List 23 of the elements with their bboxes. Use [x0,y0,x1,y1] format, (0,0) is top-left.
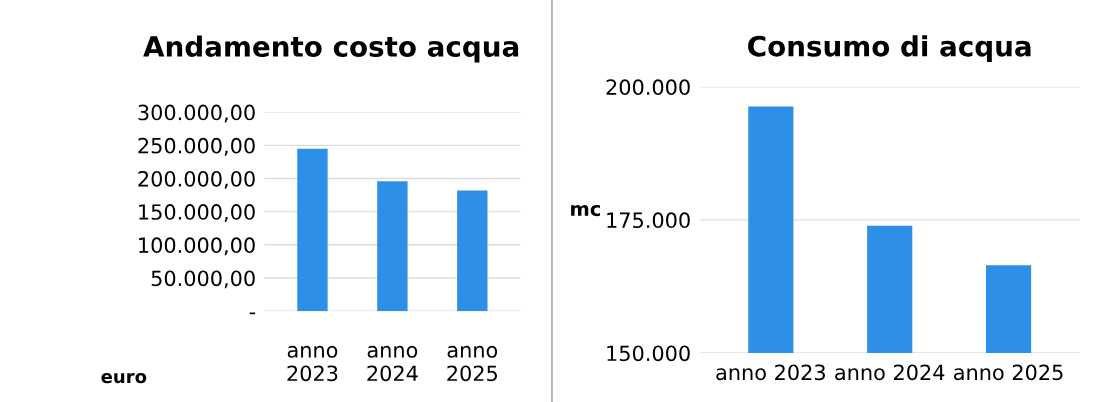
chart-title: Andamento costo acqua [143,35,519,63]
y-tick-label: 200.000,00 [138,170,255,189]
x-tick-label: anno 2025 [447,345,498,382]
y-tick-label: 250.000,00 [138,137,255,156]
chart-title: Consumo di acqua [748,35,1031,63]
bar [457,190,488,312]
y-axis-title: euro [101,372,147,384]
x-tick-label: anno 2023 [716,364,825,381]
y-tick-label: 175.000 [607,212,690,229]
x-tick-label: anno 2024 [835,364,945,381]
y-tick-label: 150.000,00 [139,204,255,222]
y-tick-label: 300.000,00 [138,104,255,123]
y-tick-label: - [249,312,256,315]
y-tick-label: 50.000,00 [151,270,255,289]
x-tick-label: anno 2025 [954,364,1063,381]
bar [297,148,328,312]
bar [377,181,408,312]
x-tick-label: anno 2024 [367,345,418,382]
y-axis-title: mc [571,204,600,217]
y-tick-label: 200.000 [606,79,690,96]
x-tick-label: anno 2023 [287,345,338,382]
y-tick-label: 100.000,00 [139,237,255,256]
y-tick-label: 150.000 [607,345,690,362]
